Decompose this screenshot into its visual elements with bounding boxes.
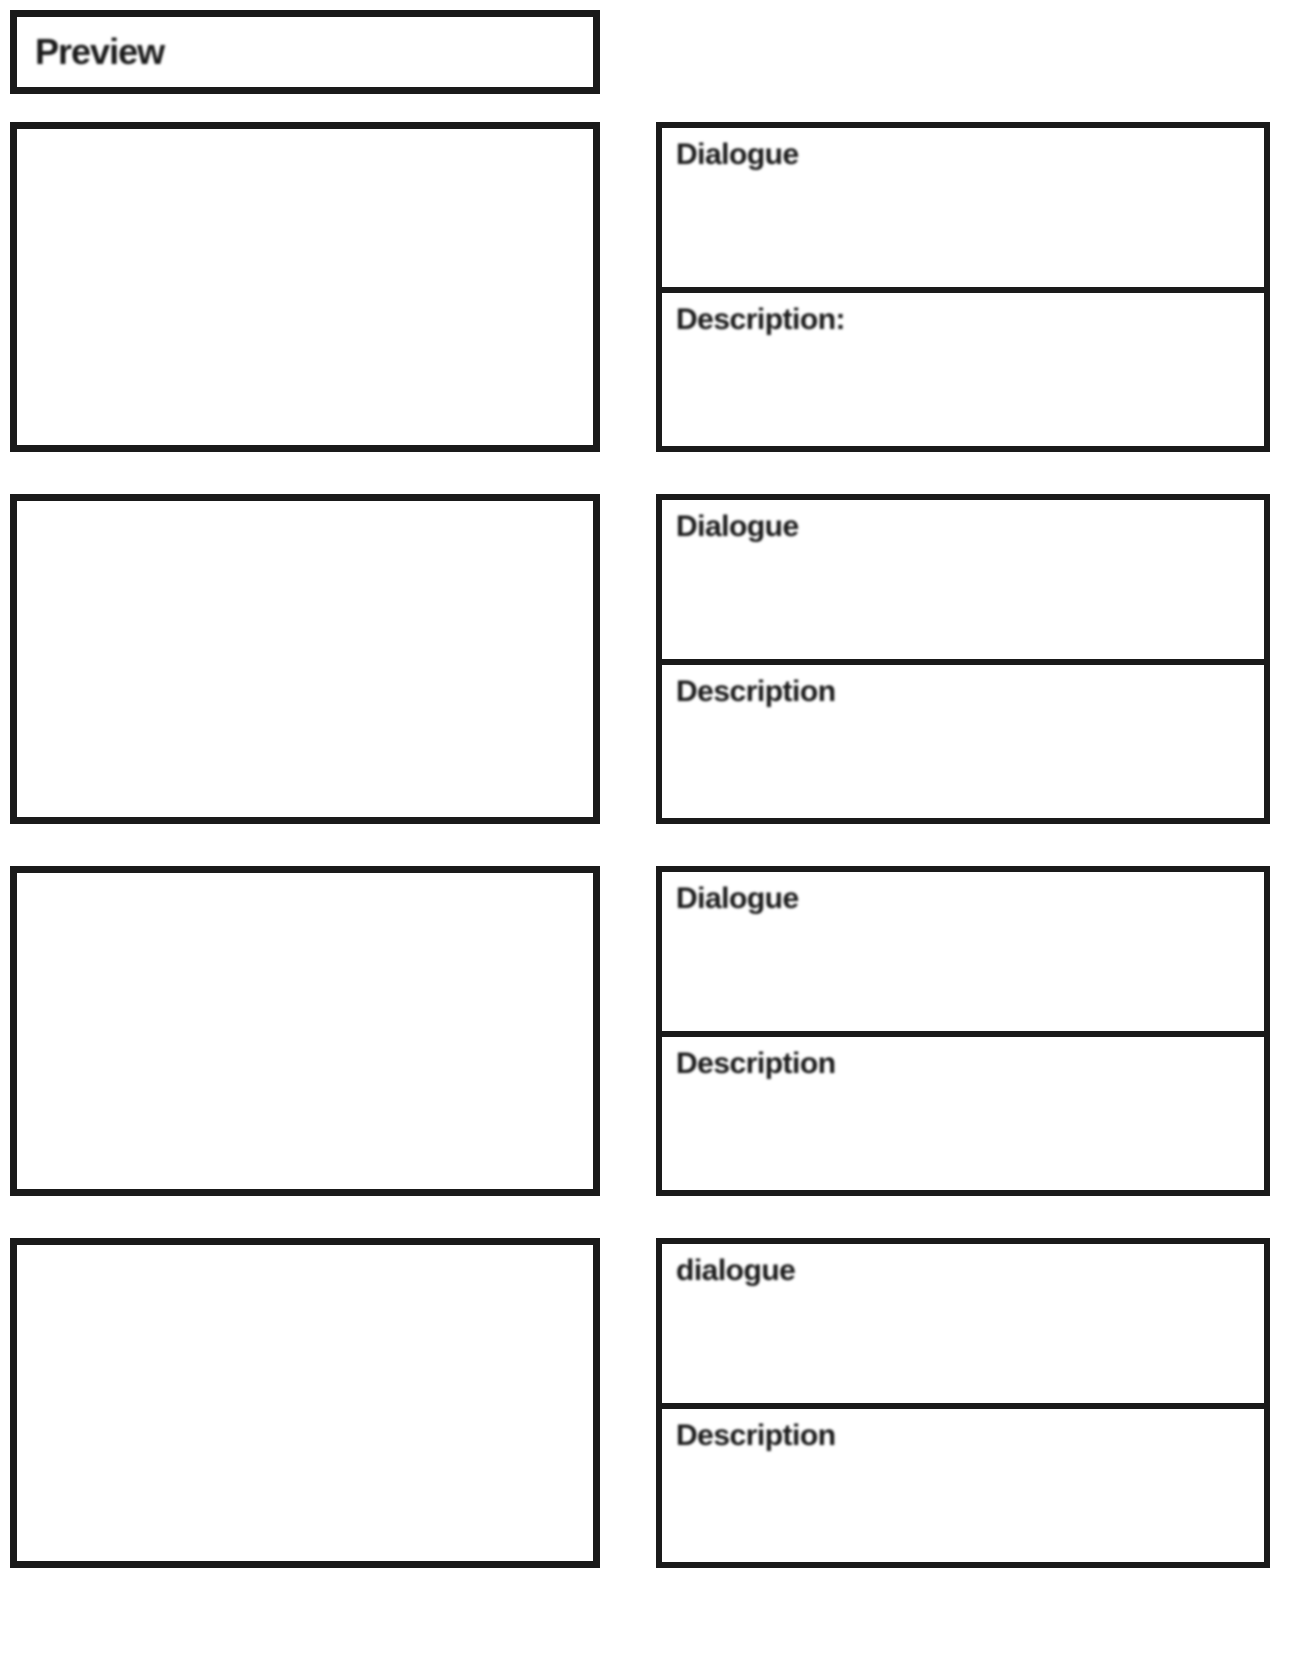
description-label: Description	[676, 1047, 836, 1080]
description-label: Description	[676, 1419, 836, 1452]
text-column: Dialogue Description	[656, 866, 1270, 1196]
dialogue-box[interactable]: Dialogue	[656, 494, 1270, 659]
dialogue-box[interactable]: Dialogue	[656, 122, 1270, 287]
description-box[interactable]: Description	[656, 659, 1270, 824]
preview-header-box: Preview	[10, 10, 600, 94]
description-box[interactable]: Description	[656, 1403, 1270, 1568]
image-frame[interactable]	[10, 866, 600, 1196]
description-label: Description:	[676, 303, 845, 336]
text-column: Dialogue Description:	[656, 122, 1270, 452]
storyboard-row: Dialogue Description	[10, 866, 1303, 1196]
storyboard-row: Dialogue Description	[10, 494, 1303, 824]
dialogue-box[interactable]: dialogue	[656, 1238, 1270, 1403]
text-column: Dialogue Description	[656, 494, 1270, 824]
image-frame[interactable]	[10, 122, 600, 452]
text-column: dialogue Description	[656, 1238, 1270, 1568]
dialogue-label: Dialogue	[676, 138, 799, 171]
description-box[interactable]: Description:	[656, 287, 1270, 452]
dialogue-box[interactable]: Dialogue	[656, 866, 1270, 1031]
preview-label: Preview	[35, 31, 164, 72]
description-label: Description	[676, 675, 836, 708]
dialogue-label: dialogue	[676, 1254, 795, 1287]
storyboard-row: dialogue Description	[10, 1238, 1303, 1568]
dialogue-label: Dialogue	[676, 882, 799, 915]
dialogue-label: Dialogue	[676, 510, 799, 543]
storyboard-row: Dialogue Description:	[10, 122, 1303, 452]
description-box[interactable]: Description	[656, 1031, 1270, 1196]
image-frame[interactable]	[10, 494, 600, 824]
image-frame[interactable]	[10, 1238, 600, 1568]
